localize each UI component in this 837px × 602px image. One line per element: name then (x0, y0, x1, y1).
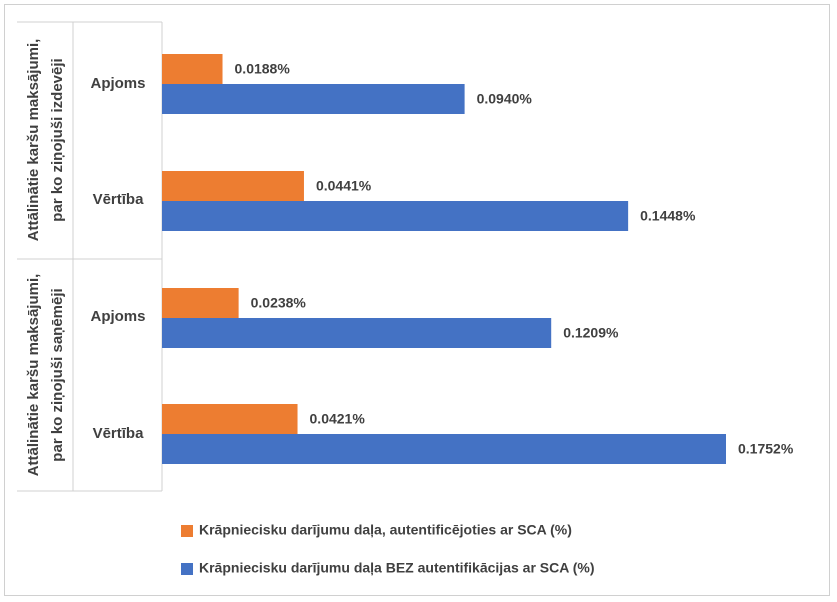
data-label: 0.0421% (310, 411, 366, 427)
legend-entry: Krāpniecisku darījumu daļa BEZ autentifi… (199, 560, 594, 576)
bar-with-sca (162, 404, 298, 434)
bar-without-sca (162, 318, 552, 348)
legend-swatch-without-sca (181, 563, 193, 575)
data-label: 0.1752% (738, 441, 794, 457)
group-label-line: par ko ziņojuši saņēmēji (49, 288, 66, 461)
bar-without-sca (162, 201, 629, 231)
data-label: 0.0188% (235, 61, 291, 77)
category-label: Apjoms (90, 308, 145, 325)
bar-without-sca (162, 434, 726, 464)
data-label: 0.0238% (251, 295, 307, 311)
bar-with-sca (162, 54, 223, 84)
bar-without-sca (162, 84, 465, 114)
legend-entry: Krāpniecisku darījumu daļa, autentificēj… (199, 522, 572, 538)
legend-swatch-with-sca (181, 525, 193, 537)
bar-with-sca (162, 288, 239, 318)
data-label: 0.1448% (640, 208, 696, 224)
category-label: Vērtība (93, 191, 145, 208)
group-label-line: Attālinātie karšu maksājumi, (25, 274, 42, 477)
group-label-line: par ko ziņojuši izdevēji (49, 58, 66, 221)
bar-with-sca (162, 171, 304, 201)
data-label: 0.1209% (563, 325, 619, 341)
data-label: 0.0940% (477, 91, 533, 107)
group-label-line: Attālinātie karšu maksājumi, (25, 39, 42, 242)
data-label: 0.0441% (316, 178, 372, 194)
category-label: Vērtība (93, 425, 145, 442)
category-label: Apjoms (90, 75, 145, 92)
